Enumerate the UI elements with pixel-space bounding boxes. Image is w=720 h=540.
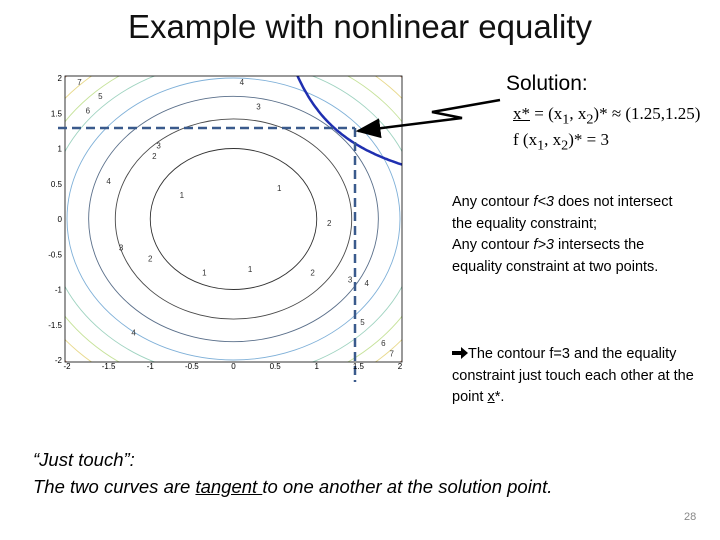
y-tick-label: -0.5 (48, 250, 62, 259)
x-tick-label: 1 (315, 362, 320, 371)
text: Any contour (452, 237, 534, 254)
text: *. (494, 389, 505, 406)
bullet: The contour f=3 and the equality constra… (452, 344, 702, 409)
explanation: Any contour f<3 does not intersect the e… (452, 192, 692, 278)
text: Any contour (452, 194, 534, 210)
text: x (487, 389, 495, 406)
text: does not intersect the equality constrai… (452, 194, 673, 232)
constraint-curve (296, 76, 402, 166)
contour (65, 76, 402, 362)
formula-part: 2 (561, 137, 569, 154)
solution-x: x* = (x1, x2)* ≈ (1.25,1.25) (513, 104, 700, 128)
contour-label: 7 (77, 78, 82, 87)
x-tick-label: 1.5 (353, 362, 365, 371)
x-tick-label: -2 (63, 362, 71, 371)
contour (149, 148, 318, 290)
contour-label: 4 (364, 279, 369, 288)
solution-f: f (x1, x2)* = 3 (513, 130, 609, 154)
x-tick-label: 0.5 (270, 362, 282, 371)
contour-label: 1 (202, 268, 207, 277)
contour-label: 1 (180, 191, 185, 200)
contour (66, 77, 401, 361)
formula-part: 1 (537, 137, 545, 154)
x-tick-label: -0.5 (185, 362, 199, 371)
contour-label: 4 (240, 78, 245, 87)
y-tick-label: -2 (55, 356, 63, 365)
formula-part: , x (569, 104, 587, 123)
quote: “Just touch”: The two curves are tangent … (33, 446, 552, 500)
contour-label: 2 (152, 152, 157, 161)
text: intersects the equality constraint at tw… (452, 237, 659, 275)
x-tick-label: -1.5 (102, 362, 116, 371)
contour-label: 1 (248, 265, 253, 274)
x-tick-label: -1 (147, 362, 155, 371)
contour (88, 95, 379, 343)
contour-label: 3 (156, 142, 161, 151)
contour-label: 2 (310, 268, 315, 277)
page-number: 28 (684, 511, 697, 523)
y-tick-label: 2 (58, 74, 63, 83)
text: The two curves are (33, 476, 196, 497)
contour-label: 3 (119, 244, 124, 253)
formula-part: )* = 3 (568, 130, 609, 149)
contour-label: 1 (277, 184, 282, 193)
y-tick-label: 0.5 (51, 180, 63, 189)
contour-label: 4 (131, 328, 136, 337)
text: to one another at the solution point. (262, 476, 553, 497)
pointer-arrow (355, 98, 501, 139)
contour-label: 2 (327, 219, 332, 228)
contour (65, 76, 402, 362)
bullet-arrow (452, 347, 468, 359)
x-tick-label: 0 (231, 362, 236, 371)
formula-part: 2 (586, 111, 594, 128)
formula-part: = (x (530, 104, 563, 123)
formula-part: )* ≈ (1.25,1.25) (593, 104, 701, 123)
contour (65, 76, 402, 362)
text: f>3 (533, 237, 554, 254)
quote-heading: “Just touch”: (33, 449, 135, 470)
contour-label: 5 (360, 318, 365, 327)
y-tick-label: 0 (58, 215, 63, 224)
formula-part: f (x (513, 130, 538, 149)
contour (114, 118, 353, 320)
formula-part: 1 (562, 111, 570, 128)
contour-label: 7 (389, 349, 394, 358)
contour-label: 3 (256, 103, 261, 112)
y-tick-label: 1.5 (51, 109, 63, 118)
y-tick-label: 1 (58, 145, 63, 154)
formula-part: , x (544, 130, 562, 149)
contour-label: 5 (98, 92, 103, 101)
formula-part: x* (513, 104, 530, 123)
x-tick-label: 2 (398, 362, 403, 371)
text: The contour f=3 and the equality constra… (452, 346, 694, 406)
solution-heading: Solution: (506, 72, 588, 95)
contour-label: 3 (348, 275, 353, 284)
y-tick-label: -1.5 (48, 321, 62, 330)
contour-label: 6 (381, 339, 386, 348)
plot-frame (64, 75, 403, 363)
contour-label: 4 (106, 177, 111, 186)
contour-label: 6 (86, 106, 91, 115)
y-tick-label: -1 (55, 286, 63, 295)
slide-title: Example with nonlinear equality (127, 8, 593, 45)
text: tangent (195, 476, 263, 497)
contour-label: 2 (148, 254, 153, 263)
text: f<3 (533, 194, 554, 210)
